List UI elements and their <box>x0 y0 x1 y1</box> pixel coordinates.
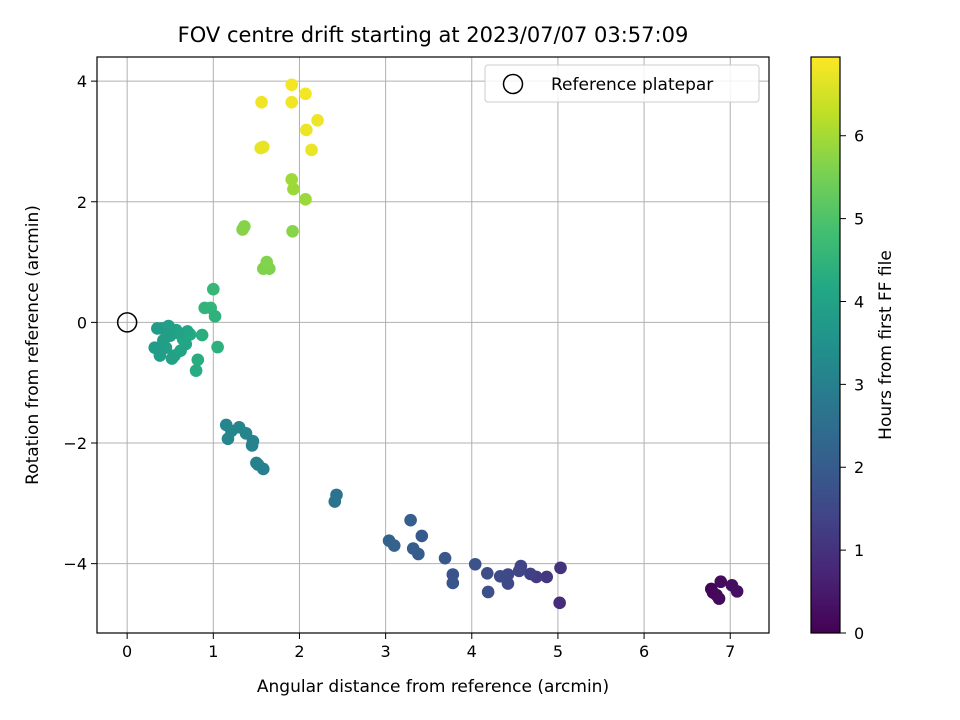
data-point <box>493 570 507 583</box>
colorbar-tick-label: 3 <box>854 375 864 394</box>
data-point <box>311 114 324 127</box>
data-point <box>260 255 274 269</box>
data-point <box>438 551 452 565</box>
legend-label: Reference platepar <box>551 75 713 95</box>
data-point <box>285 173 299 186</box>
data-point <box>191 353 205 367</box>
data-point <box>714 575 728 589</box>
data-point <box>157 334 170 347</box>
legend-marker <box>502 73 524 95</box>
data-point <box>730 585 744 598</box>
data-point <box>404 513 417 527</box>
colorbar-tick-label: 1 <box>854 541 864 560</box>
data-point <box>195 328 209 342</box>
x-tick-label: 2 <box>294 642 304 661</box>
data-point <box>221 432 235 446</box>
y-tick-label: −2 <box>63 434 87 453</box>
data-point <box>151 322 164 335</box>
y-axis-label: Rotation from reference (arcmin) <box>23 205 43 485</box>
colorbar: 0 1 2 3 4 5 6 Hours from first FF file <box>810 56 896 643</box>
data-point <box>255 95 268 109</box>
data-point <box>554 561 567 575</box>
data-point <box>165 352 179 365</box>
y-tick-label: 2 <box>77 193 87 212</box>
y-tick-label: 4 <box>77 72 87 91</box>
grid-lines <box>97 57 769 633</box>
plot-area-frame <box>96 56 770 634</box>
x-axis-label: Angular distance from reference (arcmin) <box>257 677 609 697</box>
data-point <box>299 193 312 206</box>
x-tick-label: 4 <box>467 642 477 661</box>
x-tick-label: 7 <box>725 642 735 661</box>
data-point <box>198 301 211 315</box>
data-point <box>250 456 263 470</box>
data-point <box>468 557 482 571</box>
data-point <box>236 223 249 236</box>
data-point <box>207 282 220 296</box>
data-point <box>480 566 494 580</box>
legend: Reference platepar <box>484 64 760 103</box>
colorbar-tick-label: 0 <box>854 624 864 643</box>
data-point <box>189 364 203 377</box>
data-point <box>148 341 162 355</box>
data-point <box>712 592 726 605</box>
data-point <box>481 585 495 599</box>
x-tick-label: 1 <box>208 642 218 661</box>
data-point <box>446 576 460 590</box>
data-point <box>540 570 554 584</box>
data-point <box>299 87 312 101</box>
y-tick-label: 0 <box>77 313 87 332</box>
data-point <box>382 534 396 548</box>
legend-box <box>484 64 760 103</box>
x-tick-label: 5 <box>553 642 563 661</box>
y-tick-label: −4 <box>63 555 87 574</box>
data-point <box>286 225 299 238</box>
colorbar-gradient <box>810 56 841 634</box>
data-point <box>256 140 270 154</box>
data-point <box>406 542 420 555</box>
data-point <box>305 143 318 157</box>
data-point <box>328 495 342 508</box>
data-point <box>208 310 222 323</box>
x-tick-label: 6 <box>639 642 649 661</box>
data-point <box>211 340 224 354</box>
x-tick-label: 0 <box>122 642 132 661</box>
colorbar-tick-label: 2 <box>854 458 864 477</box>
data-point <box>219 418 233 432</box>
reference-platepar-marker <box>116 312 138 333</box>
data-point <box>287 182 300 196</box>
colorbar-ticks: 0 1 2 3 4 5 6 <box>840 127 864 643</box>
colorbar-tick-label: 4 <box>854 292 864 311</box>
x-axis-ticks: 0 1 2 3 4 5 6 7 <box>122 633 735 661</box>
colorbar-tick-label: 5 <box>854 210 864 229</box>
x-tick-label: 3 <box>381 642 391 661</box>
colorbar-label: Hours from first FF file <box>876 250 896 440</box>
data-point <box>245 439 259 452</box>
data-point <box>285 78 299 92</box>
y-axis-ticks: 4 2 0 −2 −4 <box>63 72 97 574</box>
data-point <box>300 123 313 137</box>
chart-title: FOV centre drift starting at 2023/07/07 … <box>178 23 689 47</box>
data-point <box>524 567 537 581</box>
data-point <box>512 564 526 578</box>
data-point <box>415 529 429 543</box>
data-point <box>285 95 299 109</box>
data-points <box>148 78 744 610</box>
colorbar-tick-label: 6 <box>854 127 864 146</box>
data-point <box>553 596 566 610</box>
